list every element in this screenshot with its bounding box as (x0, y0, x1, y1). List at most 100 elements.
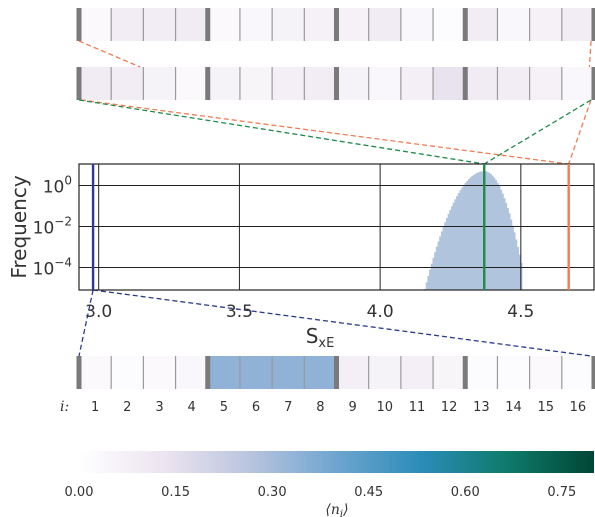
histogram-bar (476, 172, 479, 290)
strip-cell (497, 8, 530, 41)
histogram-bar (518, 254, 521, 290)
strip-cell (143, 356, 176, 389)
site-index-label: 8 (316, 400, 324, 415)
strip-cell (529, 356, 563, 389)
strip-cell (207, 8, 241, 41)
colorbar-label-end: ⟩ (342, 502, 348, 517)
strip-cell (465, 356, 498, 389)
histogram-bars (424, 171, 523, 290)
strip-cell (368, 67, 402, 100)
strip-cell (336, 8, 369, 41)
strip-cell (143, 8, 176, 41)
connector-line (80, 99, 569, 165)
histogram-bar (472, 174, 476, 290)
histogram-bar (513, 232, 516, 290)
histogram-bar (425, 282, 428, 290)
histogram-bar (447, 213, 450, 290)
strip-cell (79, 356, 112, 389)
y-tick-label: 100 (43, 174, 72, 198)
strip-cell (433, 8, 466, 41)
colorbar: 0.00 0.15 0.30 0.45 0.60 0.75 ⟨ni⟩ (65, 451, 594, 517)
histogram-bar (503, 198, 506, 290)
histogram-bar (508, 213, 511, 290)
strip-cell (175, 356, 209, 389)
strip-cell (561, 8, 595, 41)
histogram-bar (457, 193, 460, 290)
histogram-bar (498, 186, 501, 290)
site-index-label: 14 (505, 400, 522, 415)
strip-cell (272, 356, 305, 389)
x-tick-label: 4.0 (367, 302, 394, 322)
histogram-bar (462, 185, 465, 290)
strip-cell (336, 67, 369, 100)
site-index-label: 15 (537, 400, 554, 415)
histogram-bar (452, 202, 455, 290)
histogram-bar (469, 177, 472, 290)
site-label-prefix: i: (60, 399, 69, 415)
histogram-bar (515, 239, 518, 290)
histogram-bar (439, 236, 442, 290)
connector-line (78, 99, 485, 165)
site-index-label: 1 (91, 400, 99, 415)
strip-cell (272, 8, 305, 41)
colorbar-tick-label: 0.00 (65, 485, 94, 500)
histogram-bar (479, 171, 482, 290)
histogram-bar (459, 190, 462, 290)
x-axis-label-sub: xE (318, 336, 334, 351)
histogram-bar (489, 173, 492, 290)
strip-cell (529, 67, 563, 100)
connector-line (78, 289, 94, 357)
colorbar-label: ⟨ni⟩ (325, 502, 348, 517)
colorbar-tick-label: 0.45 (354, 485, 383, 500)
histogram-bar (456, 196, 459, 290)
y-axis-label: Frequency (7, 175, 31, 278)
histogram-bar (474, 173, 477, 290)
histogram-bar (461, 187, 464, 290)
strip-cell (143, 67, 176, 100)
strip-cell (561, 356, 595, 389)
strip-top-2 (76, 67, 595, 100)
strip-cell (368, 356, 402, 389)
strip-cell (239, 67, 273, 100)
connector-line (92, 289, 592, 357)
strip-cell (272, 67, 305, 100)
site-index-label: 10 (377, 400, 394, 415)
strip-cell (304, 67, 337, 100)
histogram-bar (430, 263, 433, 290)
strip-cell (400, 67, 434, 100)
histogram-plot: 3.0 3.5 4.0 4.5 100 10−2 10−4 (33, 163, 595, 322)
y-tick-label: 10−4 (33, 255, 72, 279)
histogram-bar (427, 275, 430, 290)
strip-cell (175, 67, 209, 100)
strip-cell (433, 67, 466, 100)
x-axis-label: SxE (306, 324, 335, 351)
histogram-bar (488, 172, 491, 290)
site-index-label: 6 (252, 400, 260, 415)
histogram-bar (429, 269, 432, 290)
strip-cell (111, 8, 144, 41)
histogram-bar (464, 183, 467, 290)
colorbar-tick-label: 0.75 (547, 485, 576, 500)
strip-cell (79, 8, 112, 41)
x-axis-label-main: S (306, 324, 319, 348)
strip-cell (336, 356, 369, 389)
histogram-bar (481, 171, 484, 290)
strip-cell (79, 67, 112, 100)
strip-cell (561, 67, 595, 100)
histogram-bar (484, 171, 487, 290)
colorbar-tick-label: 0.15 (161, 485, 190, 500)
strip-cell (239, 356, 273, 389)
strip-bottom (76, 356, 595, 389)
histogram-bar (506, 208, 509, 290)
site-index-label: 4 (188, 400, 196, 415)
site-index-label: 12 (441, 400, 458, 415)
connector-line (483, 99, 592, 165)
histogram-bar (434, 252, 437, 290)
plot-frame (78, 163, 595, 291)
strip-cell (207, 356, 241, 389)
x-tick-labels: 3.0 3.5 4.0 4.5 (85, 302, 534, 322)
colorbar-label-main: ⟨n (325, 502, 339, 517)
histogram-bar (494, 180, 498, 290)
strip-cell (497, 356, 530, 389)
